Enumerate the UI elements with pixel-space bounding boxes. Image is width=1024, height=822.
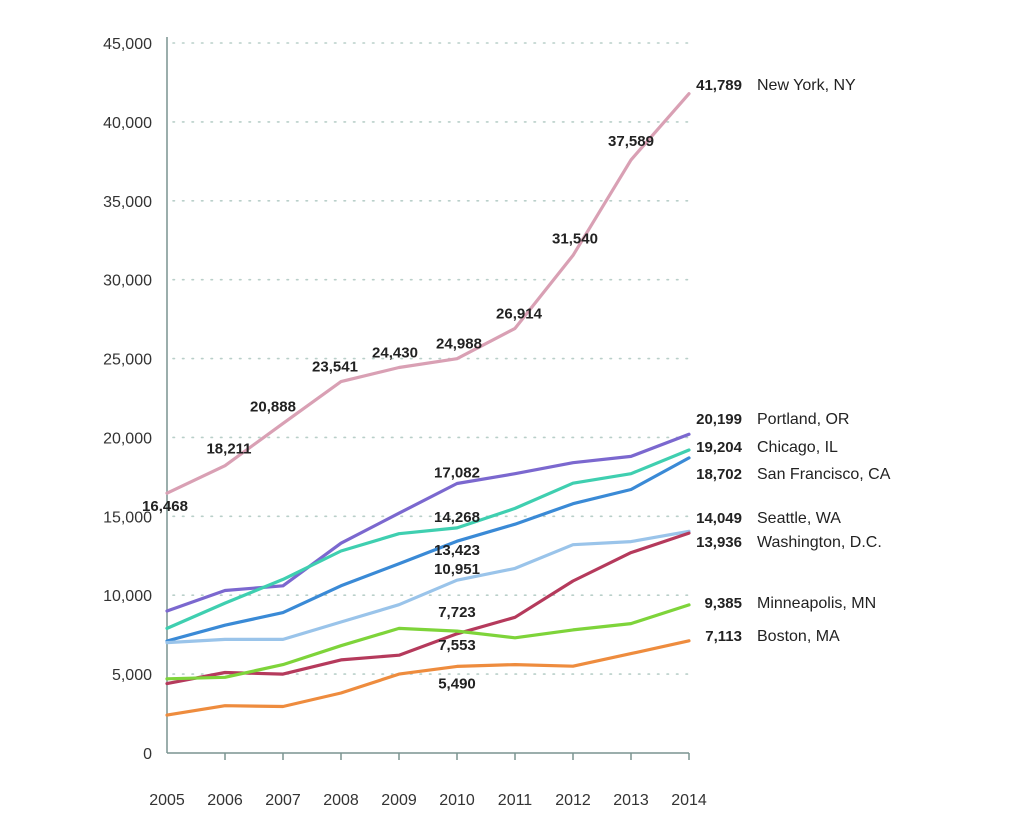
data-label: 26,914 (496, 305, 543, 322)
data-label: 24,430 (372, 345, 418, 362)
end-value-label: 41,789 (696, 77, 742, 94)
data-label: 31,540 (552, 230, 598, 247)
y-tick-label: 0 (143, 746, 152, 763)
x-tick-label: 2006 (207, 792, 243, 809)
series-name-label: Chicago, IL (757, 439, 838, 456)
series-line-minneapolis-mn (165, 603, 691, 681)
x-tick-label: 2014 (671, 792, 707, 809)
x-tick-label: 2010 (439, 792, 475, 809)
x-tick-label: 2011 (498, 792, 533, 809)
series-name-label: San Francisco, CA (757, 466, 891, 483)
y-tick-label: 25,000 (103, 352, 152, 369)
x-tick-label: 2007 (265, 792, 301, 809)
series-line-new-york-ny (165, 92, 691, 495)
series-lines (165, 92, 691, 717)
data-label: 23,541 (312, 359, 358, 376)
series-line-portland-or (165, 432, 691, 613)
series-name-label: Portland, OR (757, 411, 849, 428)
x-tick-label: 2013 (613, 792, 649, 809)
series-line-washington-d-c (165, 531, 691, 686)
y-tick-label: 45,000 (103, 36, 152, 53)
data-label: 18,211 (206, 441, 251, 458)
data-label: 37,589 (608, 133, 654, 150)
data-label: 7,553 (438, 637, 476, 654)
end-value-label: 7,113 (705, 628, 742, 645)
x-tick-label: 2008 (323, 792, 359, 809)
series-line-san-francisco-ca (165, 456, 691, 643)
axes: 0 5,000 10,000 15,000 20,000 25,000 30,000 35,0… (103, 36, 707, 809)
data-labels: 16,468 18,211 20,888 23,541 24,430 24,988 26,9… (142, 77, 891, 692)
end-value-label: 19,204 (696, 439, 743, 456)
end-value-label: 20,199 (696, 411, 742, 428)
series-name-label: Minneapolis, MN (757, 595, 876, 612)
x-tick-label: 2012 (555, 792, 591, 809)
series-line-seattle-wa (165, 529, 691, 645)
x-tick-label: 2009 (381, 792, 417, 809)
data-label: 14,268 (434, 509, 480, 526)
data-label: 20,888 (250, 398, 296, 415)
y-tick-label: 5,000 (112, 667, 152, 684)
series-name-label: New York, NY (757, 77, 856, 94)
data-label: 10,951 (434, 561, 480, 578)
y-tick-label: 10,000 (103, 588, 152, 605)
y-tick-label: 40,000 (103, 115, 152, 132)
series-line-chicago-il (165, 448, 691, 631)
y-tick-label: 20,000 (103, 430, 152, 447)
data-label: 13,423 (434, 542, 480, 559)
data-label: 7,723 (438, 604, 476, 621)
data-label: 24,988 (436, 336, 482, 353)
data-label: 17,082 (434, 464, 480, 481)
series-line-boston-ma (165, 639, 691, 717)
data-label: 16,468 (142, 498, 188, 515)
end-value-label: 14,049 (696, 510, 742, 527)
y-tick-label: 30,000 (103, 273, 152, 290)
data-label: 5,490 (438, 675, 476, 692)
series-name-label: Seattle, WA (757, 510, 841, 527)
end-value-label: 13,936 (696, 534, 742, 551)
x-tick-label: 2005 (149, 792, 185, 809)
series-name-label: Boston, MA (757, 628, 840, 645)
end-value-label: 18,702 (696, 466, 742, 483)
end-value-label: 9,385 (704, 595, 742, 612)
series-name-label: Washington, D.C. (757, 534, 882, 551)
y-tick-label: 35,000 (103, 194, 152, 211)
y-tick-label: 15,000 (103, 509, 152, 526)
